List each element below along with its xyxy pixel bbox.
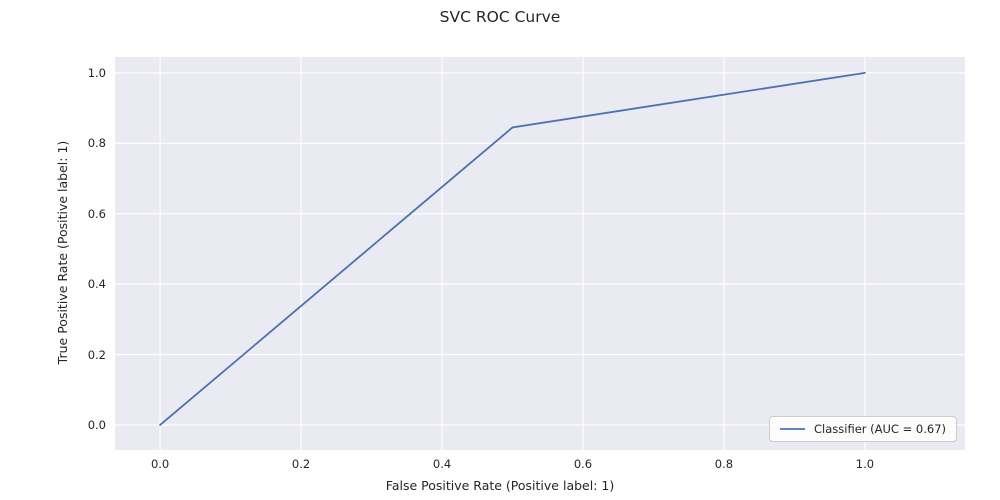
chart-title: SVC ROC Curve (439, 8, 561, 26)
plot-area: Classifier (AUC = 0.67) (115, 57, 965, 450)
y-tick-label: 0.8 (87, 136, 106, 151)
legend-label: Classifier (AUC = 0.67) (814, 422, 946, 436)
x-tick-label: 1.0 (855, 457, 875, 471)
x-tick-label: 0.4 (432, 457, 452, 471)
y-axis-label: True Positive Rate (Positive label: 1) (55, 140, 70, 365)
x-tick-label: 0.0 (150, 457, 170, 471)
x-tick-label: 0.6 (573, 457, 593, 471)
y-tick-label: 0.2 (87, 347, 106, 362)
y-tick-label: 0.4 (87, 277, 106, 292)
y-tick-label: 0.0 (87, 417, 106, 432)
x-tick-label: 0.8 (714, 457, 734, 471)
legend-line-icon (780, 428, 805, 430)
legend: Classifier (AUC = 0.67) (769, 416, 957, 442)
y-tick-label: 0.6 (87, 206, 106, 221)
y-tick-label: 1.0 (87, 65, 106, 80)
x-axis-label: False Positive Rate (Positive label: 1) (385, 478, 615, 493)
roc-curve-line (159, 71, 866, 426)
x-tick-label: 0.2 (291, 457, 311, 471)
plot-canvas (115, 57, 965, 450)
